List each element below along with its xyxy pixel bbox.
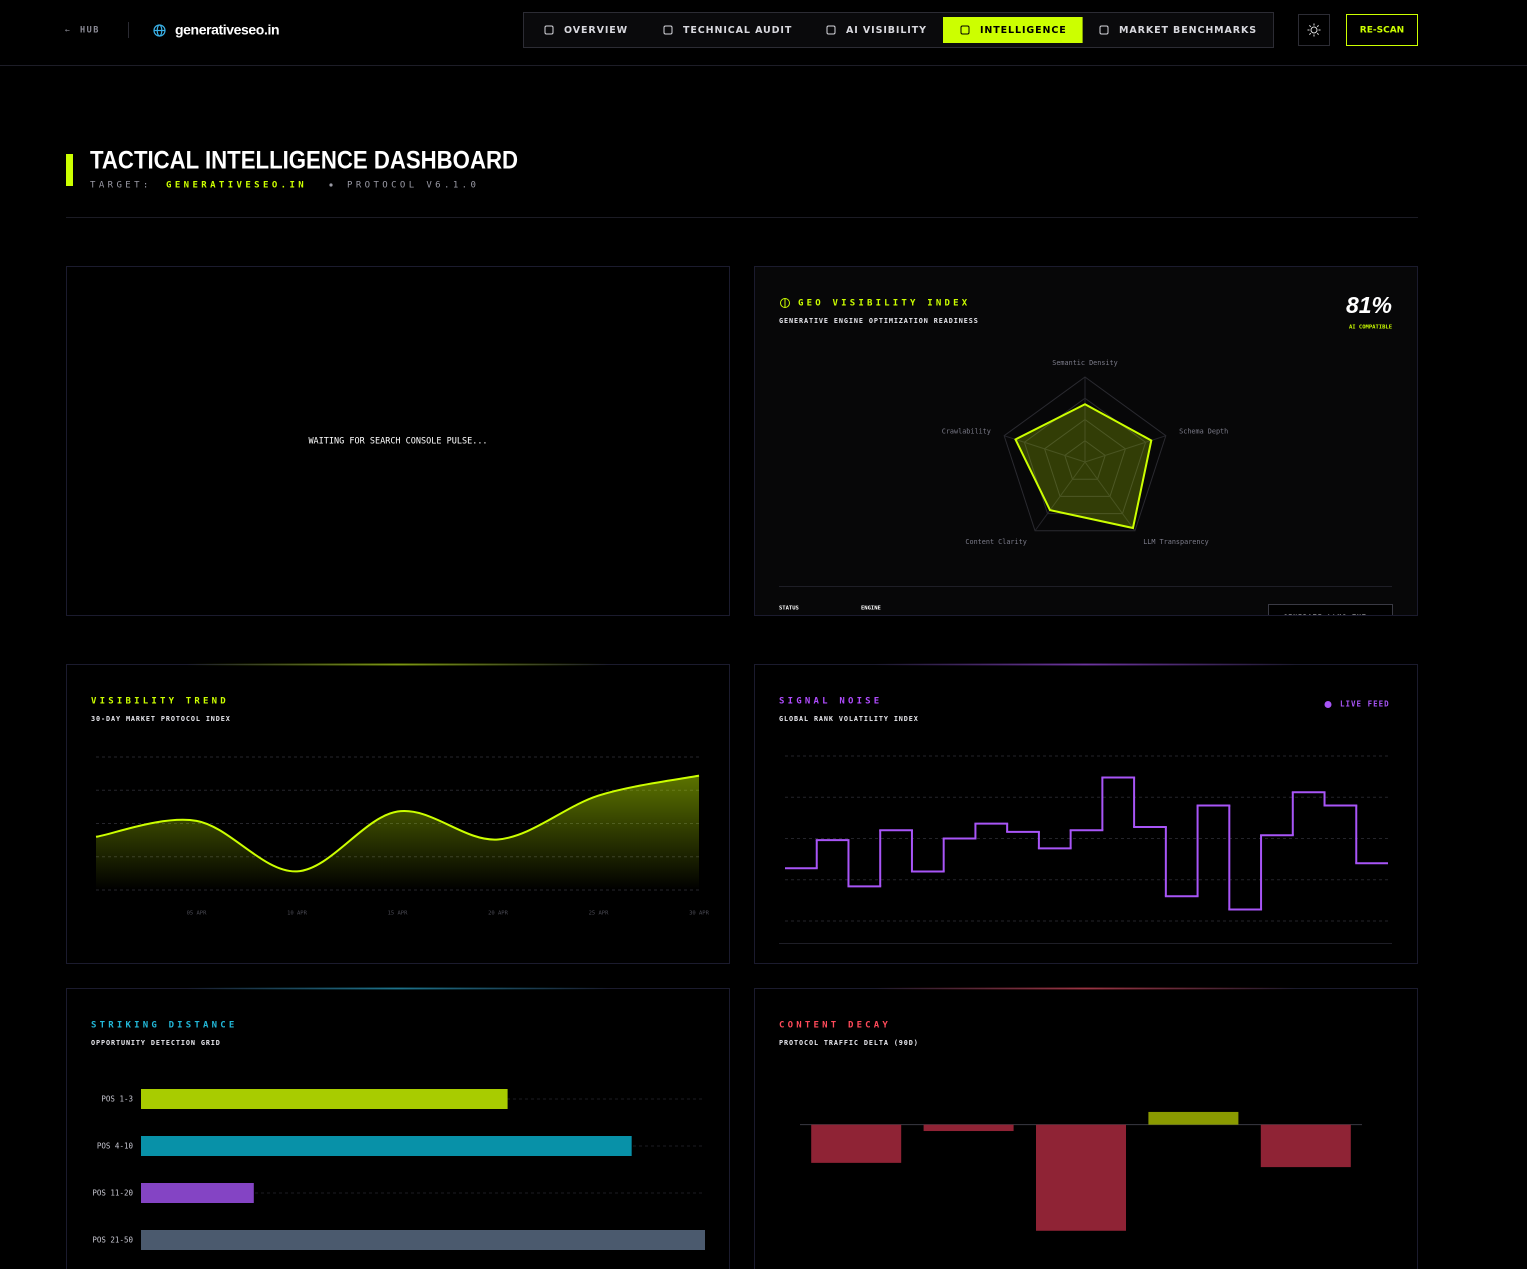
title-accent	[66, 154, 73, 186]
bar	[141, 1089, 508, 1109]
tab-icon	[544, 25, 554, 35]
footer-label: STATUS	[779, 606, 799, 612]
x-tick-label: 05 APR	[187, 911, 208, 917]
panel-glow	[874, 663, 1297, 666]
striking-panel	[66, 988, 730, 1269]
radar-grid	[1003, 376, 1167, 532]
bar	[1260, 1124, 1351, 1168]
back-link[interactable]: HUB	[80, 26, 100, 36]
panel-title: VISIBILITY TREND	[91, 697, 229, 707]
x-tick-label: 15 APR	[388, 911, 409, 917]
tab-label: AI VISIBILITY	[846, 25, 927, 36]
tab-icon	[826, 25, 836, 35]
score-caption: AI COMPATIBLE	[1349, 325, 1392, 331]
panel-glow	[874, 987, 1297, 990]
x-tick-label: 10 APR	[287, 911, 308, 917]
y-tick-label: POS 4-10	[97, 1142, 134, 1151]
bar	[141, 1230, 705, 1250]
console-message: WAITING FOR SEARCH CONSOLE PULSE...	[308, 437, 487, 447]
globe-icon	[153, 24, 166, 37]
radar-label: Semantic Density	[1052, 359, 1117, 367]
bar	[1148, 1111, 1239, 1125]
x-tick-label: 30 APR	[689, 911, 710, 917]
bar	[811, 1124, 902, 1163]
tab-label: MARKET BENCHMARKS	[1119, 25, 1257, 36]
radar-grid	[1043, 418, 1127, 497]
console-panel	[66, 266, 730, 616]
radar-label: Schema Depth	[1179, 427, 1228, 435]
tab-icon	[1099, 25, 1109, 35]
bar	[1036, 1124, 1126, 1231]
sun-icon	[1307, 23, 1321, 37]
geo-icon	[780, 298, 790, 308]
radar-spoke	[1084, 461, 1136, 532]
radar-label: Crawlability	[942, 427, 991, 435]
bar	[923, 1124, 1014, 1132]
button-frame	[1268, 604, 1393, 615]
target: GENERATIVESEO.IN	[166, 181, 307, 191]
panel-title: GEO VISIBILITY INDEX	[798, 299, 970, 309]
noise-panel	[754, 664, 1418, 964]
panel-glow	[186, 987, 609, 990]
legend-dot	[1324, 701, 1332, 708]
tab[interactable]	[943, 17, 1083, 43]
llms-button[interactable]: GENERATE LLMS.TXT →	[1268, 604, 1393, 631]
panel-subtitle: OPPORTUNITY DETECTION GRID	[91, 1039, 221, 1047]
score: 81%	[1346, 292, 1392, 318]
trend-area	[96, 775, 699, 890]
bar	[141, 1183, 254, 1203]
charts: GEO VISIBILITY INDEX GENERATIVE ENGINE OP…	[91, 292, 1393, 1250]
x-tick-label: 20 APR	[488, 911, 509, 917]
panel-subtitle: PROTOCOL TRAFFIC DELTA (90D)	[779, 1039, 919, 1047]
y-tick-label: POS 11-20	[92, 1189, 133, 1198]
footer-label: ENGINE	[861, 606, 881, 612]
protocol: PROTOCOL V6.1.0	[347, 181, 479, 191]
page-title: TACTICAL INTELLIGENCE DASHBOARD	[90, 147, 518, 175]
tabs: OVERVIEW TECHNICAL AUDIT AI VISIBILITY INTE…	[544, 17, 1257, 43]
back-arrow: ←	[65, 26, 70, 35]
icon-ring	[780, 298, 790, 308]
tab-icon	[663, 25, 673, 35]
trend-line	[95, 774, 700, 873]
radar-label: Content Clarity	[965, 538, 1026, 546]
tab-icon	[960, 25, 970, 35]
tab-label: OVERVIEW	[564, 25, 628, 36]
radar-spoke	[1034, 461, 1086, 532]
radar-area	[1014, 403, 1153, 530]
y-tick-label: POS 21-50	[92, 1236, 133, 1245]
panel-glow	[186, 663, 609, 666]
panel-subtitle: GLOBAL RANK VOLATILITY INDEX	[779, 715, 919, 723]
x-tick-label: 25 APR	[589, 911, 610, 917]
site-name: generativeseo.in	[175, 22, 279, 38]
separator-dot	[329, 183, 333, 187]
panel-title: SIGNAL NOISE	[779, 697, 882, 707]
target-label: TARGET:	[90, 181, 152, 191]
panel-title: STRIKING DISTANCE	[91, 1021, 238, 1031]
panel-subtitle: GENERATIVE ENGINE OPTIMIZATION READINESS	[779, 317, 979, 325]
bar	[141, 1136, 632, 1156]
panel-title: CONTENT DECAY	[779, 1021, 891, 1031]
rescan-label: RE-SCAN	[1360, 26, 1404, 36]
radar-grid	[1064, 440, 1106, 480]
panel-subtitle: 30-DAY MARKET PROTOCOL INDEX	[91, 715, 231, 723]
tab-bar	[523, 12, 1274, 48]
radar-label: LLM Transparency	[1143, 538, 1208, 546]
legend-label: LIVE FEED	[1340, 700, 1390, 709]
radar-spoke	[1004, 435, 1086, 463]
tab-label: INTELLIGENCE	[980, 25, 1067, 36]
rescan-button[interactable]	[1346, 14, 1418, 46]
theme-toggle[interactable]	[1298, 14, 1330, 46]
tab-label: TECHNICAL AUDIT	[683, 25, 792, 36]
radar-grid	[1023, 397, 1147, 515]
button-label: GENERATE LLMS.TXT →	[1283, 613, 1376, 621]
y-tick-label: POS 1-3	[101, 1095, 133, 1104]
